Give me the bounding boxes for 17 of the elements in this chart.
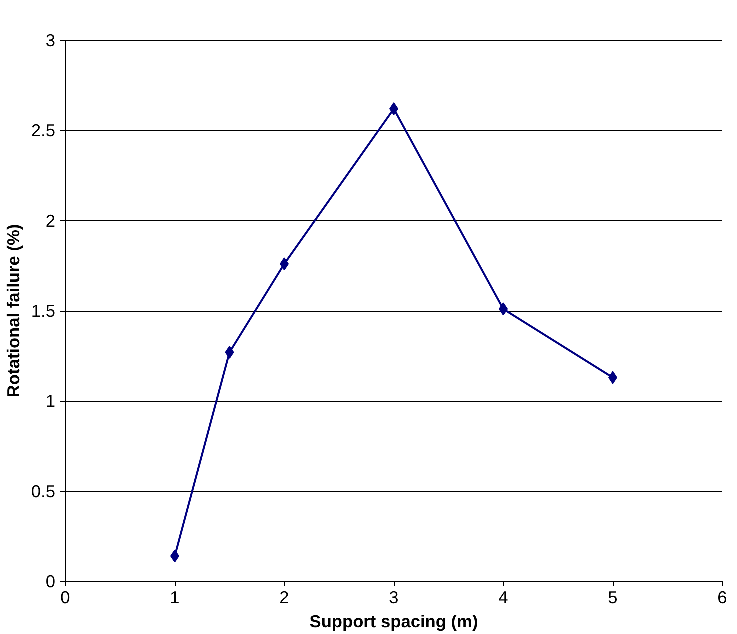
x-tick-label: 1 [170,588,180,608]
x-tick-label: 4 [498,588,509,608]
y-axis-title: Rotational failure (%) [3,224,24,398]
x-tick-label: 0 [60,588,70,608]
x-tick-label: 3 [389,588,399,608]
x-axis-title: Support spacing (m) [310,612,478,632]
y-tick-label: 2 [46,210,56,231]
point [225,346,234,359]
y-tick-label: 2.5 [31,120,56,141]
y-tick-label: 1.5 [31,301,56,321]
y-tick-label: 0 [46,572,56,592]
x-tick-label: 2 [280,588,290,608]
x-tick-label: 6 [718,588,728,608]
x-tick-label: 5 [608,588,618,608]
y-tick-label: 0.5 [31,481,56,502]
y-tick-label: 3 [46,30,56,50]
y-tick-label: 1 [46,391,56,412]
